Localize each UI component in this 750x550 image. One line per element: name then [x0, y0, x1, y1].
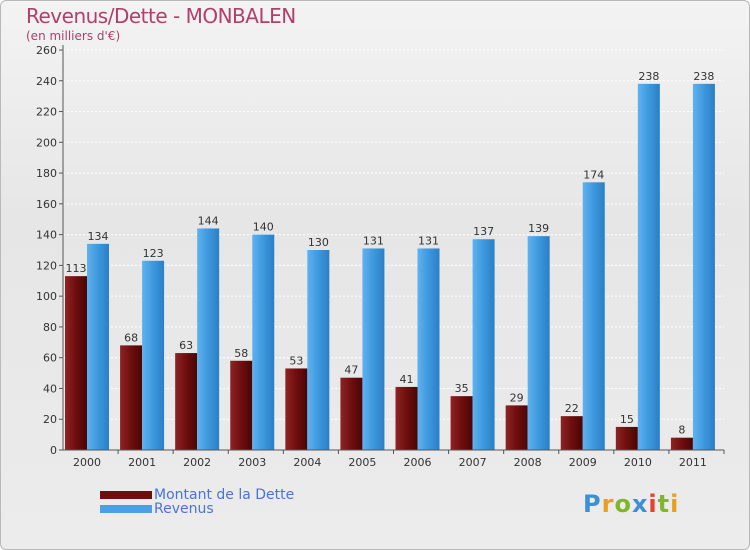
y-tick-label: 100	[36, 290, 57, 303]
legend-swatch-debt	[100, 491, 152, 499]
bar-revenus	[362, 248, 385, 450]
bar-revenus	[582, 182, 605, 451]
brand-letter: x	[631, 490, 649, 518]
data-label-debt: 53	[289, 354, 303, 367]
y-tick-label: 220	[36, 106, 57, 119]
data-label-debt: 58	[234, 347, 248, 360]
y-tick-label: 40	[43, 382, 57, 395]
x-tick-label: 2003	[238, 456, 266, 469]
y-tick-label: 140	[36, 229, 57, 242]
x-tick-label: 2008	[514, 456, 542, 469]
brand-letter: o	[614, 490, 632, 518]
data-label-revenus: 131	[418, 234, 439, 247]
bar-debt	[120, 345, 143, 450]
legend-swatch-revenus	[100, 505, 152, 513]
x-tick-label: 2010	[624, 456, 652, 469]
y-tick-label: 180	[36, 167, 57, 180]
data-label-debt: 41	[400, 373, 414, 386]
data-label-debt: 68	[124, 331, 138, 344]
y-tick-label: 160	[36, 198, 57, 211]
y-tick-label: 60	[43, 352, 57, 365]
bar-debt	[230, 360, 253, 450]
x-tick-label: 2009	[569, 456, 597, 469]
bar-debt	[505, 405, 528, 450]
data-label-debt: 8	[678, 424, 685, 437]
x-tick-label: 2001	[128, 456, 156, 469]
bar-debt	[65, 276, 87, 450]
data-label-revenus: 238	[693, 70, 714, 83]
x-tick-label: 2011	[679, 456, 707, 469]
bar-debt	[285, 368, 308, 450]
bar-revenus	[692, 83, 715, 450]
x-tick-label: 2006	[404, 456, 432, 469]
bar-revenus	[197, 228, 220, 450]
y-tick-label: 240	[36, 75, 57, 88]
y-tick-label: 200	[36, 136, 57, 149]
data-label-debt: 113	[66, 262, 87, 275]
legend-label-revenus: Revenus	[154, 501, 214, 517]
bar-revenus	[417, 248, 440, 450]
bar-revenus	[307, 250, 330, 450]
chart-title: Revenus/Dette - MONBALEN	[26, 4, 296, 28]
data-label-revenus: 137	[473, 225, 494, 238]
data-label-revenus: 174	[583, 168, 604, 181]
brand-logo: Proxiti	[583, 490, 679, 518]
brand-letter: t	[657, 490, 671, 518]
data-label-debt: 15	[620, 413, 634, 426]
bar-revenus	[527, 236, 550, 450]
x-tick-label: 2005	[348, 456, 376, 469]
brand-letter: i	[670, 490, 680, 518]
data-label-debt: 63	[179, 339, 193, 352]
bar-debt	[175, 353, 198, 450]
x-tick-label: 2004	[293, 456, 321, 469]
y-tick-label: 0	[50, 444, 57, 457]
bar-debt	[615, 426, 638, 450]
data-label-revenus: 139	[528, 222, 549, 235]
data-label-debt: 22	[565, 402, 579, 415]
bar-debt	[340, 377, 363, 450]
legend-item-revenus: Revenus	[100, 501, 214, 517]
data-label-revenus: 140	[253, 221, 274, 234]
x-tick-label: 2000	[73, 456, 101, 469]
y-tick-label: 120	[36, 259, 57, 272]
legend-label-debt: Montant de la Dette	[154, 487, 295, 503]
data-label-revenus: 238	[638, 70, 659, 83]
chart-subtitle: (en milliers d'€)	[26, 29, 121, 43]
bar-revenus	[637, 83, 660, 450]
y-tick-label: 20	[43, 413, 57, 426]
brand-letter: P	[583, 490, 602, 518]
data-label-revenus: 144	[198, 214, 219, 227]
bar-revenus	[472, 239, 495, 450]
brand-letter: i	[648, 490, 658, 518]
x-tick-label: 2002	[183, 456, 211, 469]
y-tick-label: 260	[36, 44, 57, 57]
legend-item-debt: Montant de la Dette	[100, 487, 294, 503]
bar-debt	[395, 386, 418, 450]
x-tick-label: 2007	[459, 456, 487, 469]
bar-debt	[560, 416, 583, 450]
bar-revenus	[252, 234, 275, 450]
bar-debt	[670, 437, 693, 450]
bar-revenus	[87, 243, 109, 450]
data-label-debt: 47	[344, 364, 358, 377]
y-tick-label: 80	[43, 321, 57, 334]
bar-revenus	[142, 260, 165, 450]
data-label-debt: 35	[455, 382, 469, 395]
bar-debt	[450, 396, 473, 450]
data-label-revenus: 131	[363, 234, 384, 247]
data-label-revenus: 123	[143, 247, 164, 260]
data-label-debt: 29	[510, 391, 524, 404]
data-label-revenus: 130	[308, 236, 329, 249]
brand-letter: r	[601, 490, 615, 518]
data-label-revenus: 134	[88, 230, 109, 243]
